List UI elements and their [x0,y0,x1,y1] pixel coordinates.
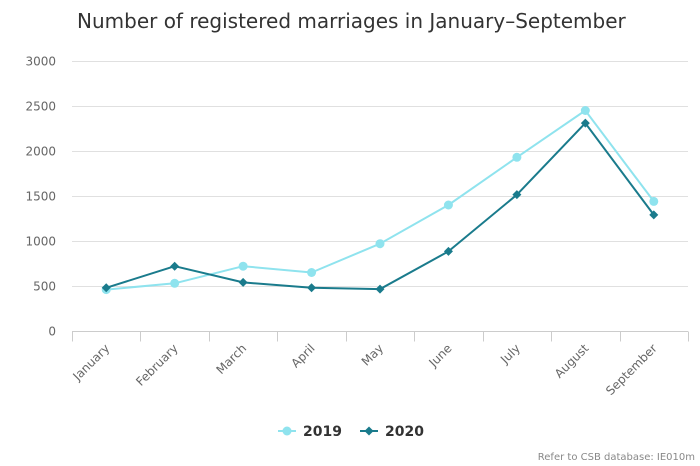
gridlines [72,61,688,287]
chart-title: Number of registered marriages in Januar… [77,9,627,33]
data-point-2019-August[interactable] [580,106,590,115]
data-point-2020-March[interactable] [238,277,248,287]
x-tick-label: July [497,341,523,367]
legend-marker [364,426,374,436]
data-point-2020-September[interactable] [649,210,659,220]
y-tick-label: 500 [33,280,56,294]
data-point-2020-January[interactable] [101,283,111,293]
x-tick-label: April [288,341,317,370]
x-tick-label: February [133,341,181,389]
legend-label: 2019 [303,424,342,440]
data-point-2019-March[interactable] [238,261,248,271]
legend-item-2019[interactable]: 2019 [278,424,342,440]
data-point-2020-May[interactable] [375,284,385,294]
legend[interactable]: 2019 2020 [278,424,424,440]
data-point-2019-April[interactable] [307,268,317,277]
data-point-2019-July[interactable] [512,152,522,162]
x-tick-label: March [213,341,249,377]
y-tick-label: 2000 [25,145,56,159]
series-line [105,122,655,291]
x-tick-label: May [359,341,386,368]
series-group [101,106,659,295]
data-point-2020-February[interactable] [170,261,180,271]
data-point-2020-August[interactable] [580,118,590,128]
x-tick-label: January [70,341,113,384]
legend-item-2020[interactable]: 2020 [360,424,424,440]
x-tick-label: August [552,341,592,381]
y-tick-label: 1500 [25,190,56,204]
source-credit[interactable]: Refer to CSB database: IE010m [538,452,695,463]
x-axis-tick-labels: January February March April May June July Augu… [70,341,660,398]
x-tick-label: June [425,341,454,370]
data-point-2020-April[interactable] [307,283,317,293]
data-point-2019-September[interactable] [649,196,659,206]
legend-marker [282,426,292,436]
data-point-2019-June[interactable] [443,200,453,210]
x-tick-label: September [603,341,660,398]
y-tick-label: 2500 [25,100,56,114]
data-point-2020-June[interactable] [443,246,453,256]
legend-label: 2020 [385,424,424,440]
y-axis-tick-labels: 0 500 1000 1500 2000 2500 3000 [25,55,56,339]
y-tick-label: 0 [48,325,56,339]
data-point-2019-May[interactable] [375,239,385,249]
data-point-2020-July[interactable] [512,190,522,200]
series-2020 [101,118,659,294]
y-tick-label: 1000 [25,235,56,249]
series-2019 [101,106,659,295]
x-axis [72,331,689,342]
y-tick-label: 3000 [25,55,56,69]
data-point-2019-February[interactable] [170,278,180,288]
